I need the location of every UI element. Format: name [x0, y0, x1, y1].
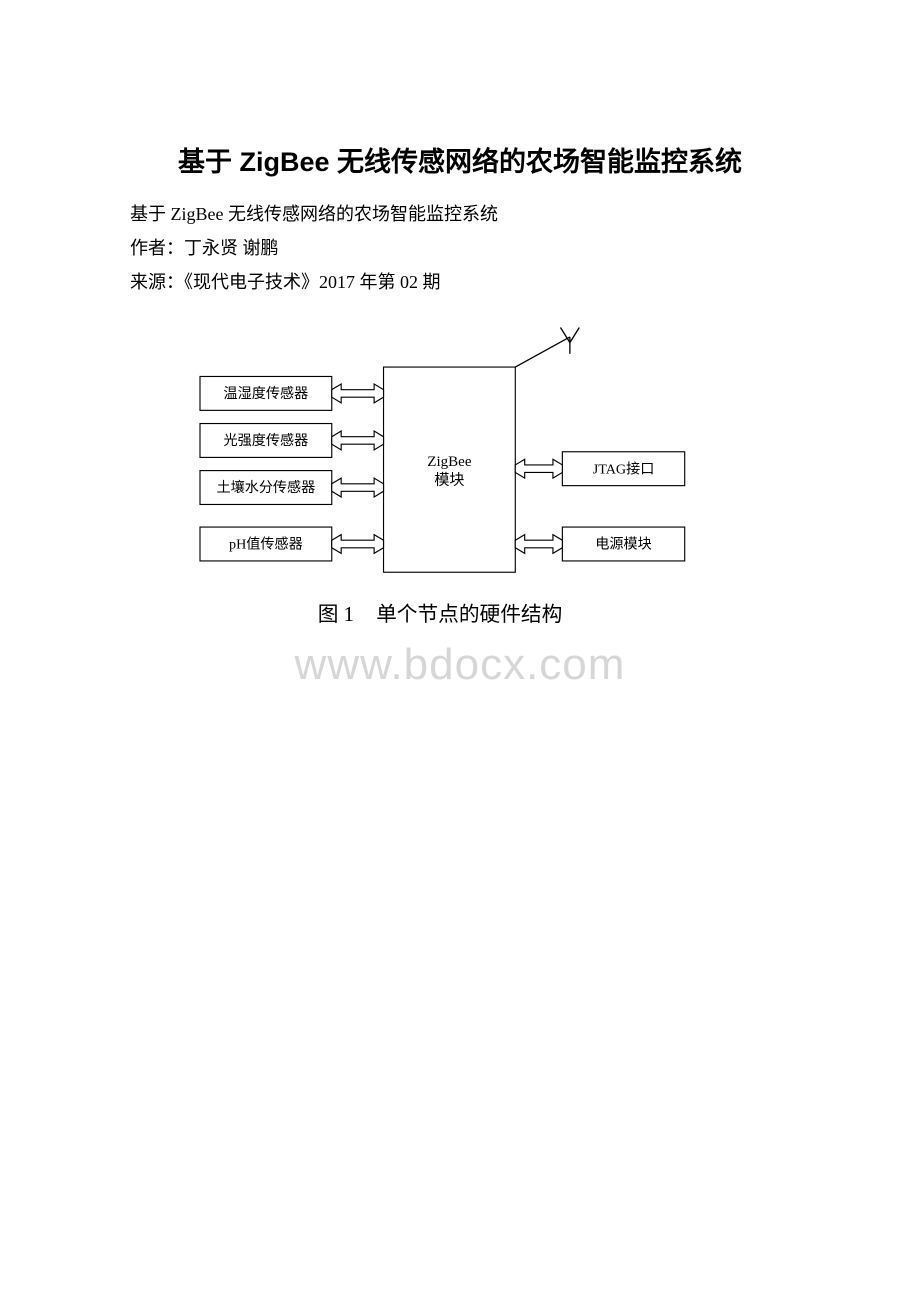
bidir-arrow — [515, 534, 562, 553]
author-line: 作者：丁永贤 谢鹏 — [130, 231, 790, 265]
jtag-label: JTAG接口 — [593, 460, 655, 477]
page-title: 基于 ZigBee 无线传感网络的农场智能监控系统 — [130, 140, 790, 179]
figure-1-diagram: 温湿度传感器 光强度传感器 土壤水分传感器 pH值传感器 ZigBee 模块 — [130, 320, 790, 690]
bidir-arrow — [332, 534, 384, 553]
subtitle-text: 基于 ZigBee 无线传感网络的农场智能监控系统 — [130, 197, 790, 231]
right-box: 电源模块 — [562, 527, 684, 561]
zigbee-label-1: ZigBee — [427, 453, 472, 469]
left-sensor-box: 温湿度传感器 — [200, 376, 332, 410]
zigbee-label-2: 模块 — [434, 471, 464, 488]
left-sensor-box: 土壤水分传感器 — [200, 470, 332, 504]
right-box: JTAG接口 — [562, 451, 684, 485]
left-sensor-box: 光强度传感器 — [200, 423, 332, 457]
sensor-label: pH值传感器 — [229, 535, 303, 552]
power-label: 电源模块 — [595, 536, 651, 552]
author-label: 作者： — [130, 238, 184, 258]
source-label: 来源： — [130, 272, 184, 292]
sensor-label: 温湿度传感器 — [224, 385, 309, 402]
diagram-svg: 温湿度传感器 光强度传感器 土壤水分传感器 pH值传感器 ZigBee 模块 — [130, 320, 750, 640]
source-text: 《现代电子技术》2017 年第 02 期 — [184, 272, 441, 292]
sensor-label: 光强度传感器 — [224, 432, 309, 449]
antenna-icon — [515, 327, 579, 367]
source-line: 来源：《现代电子技术》2017 年第 02 期 — [130, 265, 790, 299]
sensor-label: 土壤水分传感器 — [216, 479, 315, 496]
figure-caption: 图 1 单个节点的硬件结构 — [318, 603, 563, 626]
bidir-arrow — [332, 478, 384, 497]
caption-text: 单个节点的硬件结构 — [376, 603, 562, 626]
bidir-arrow — [515, 459, 562, 478]
author-names: 丁永贤 谢鹏 — [184, 238, 279, 258]
bidir-arrow — [332, 384, 384, 403]
caption-prefix: 图 1 — [318, 604, 354, 626]
left-sensor-box: pH值传感器 — [200, 527, 332, 561]
zigbee-module-box: ZigBee 模块 — [384, 367, 516, 572]
bidir-arrow — [332, 431, 384, 450]
